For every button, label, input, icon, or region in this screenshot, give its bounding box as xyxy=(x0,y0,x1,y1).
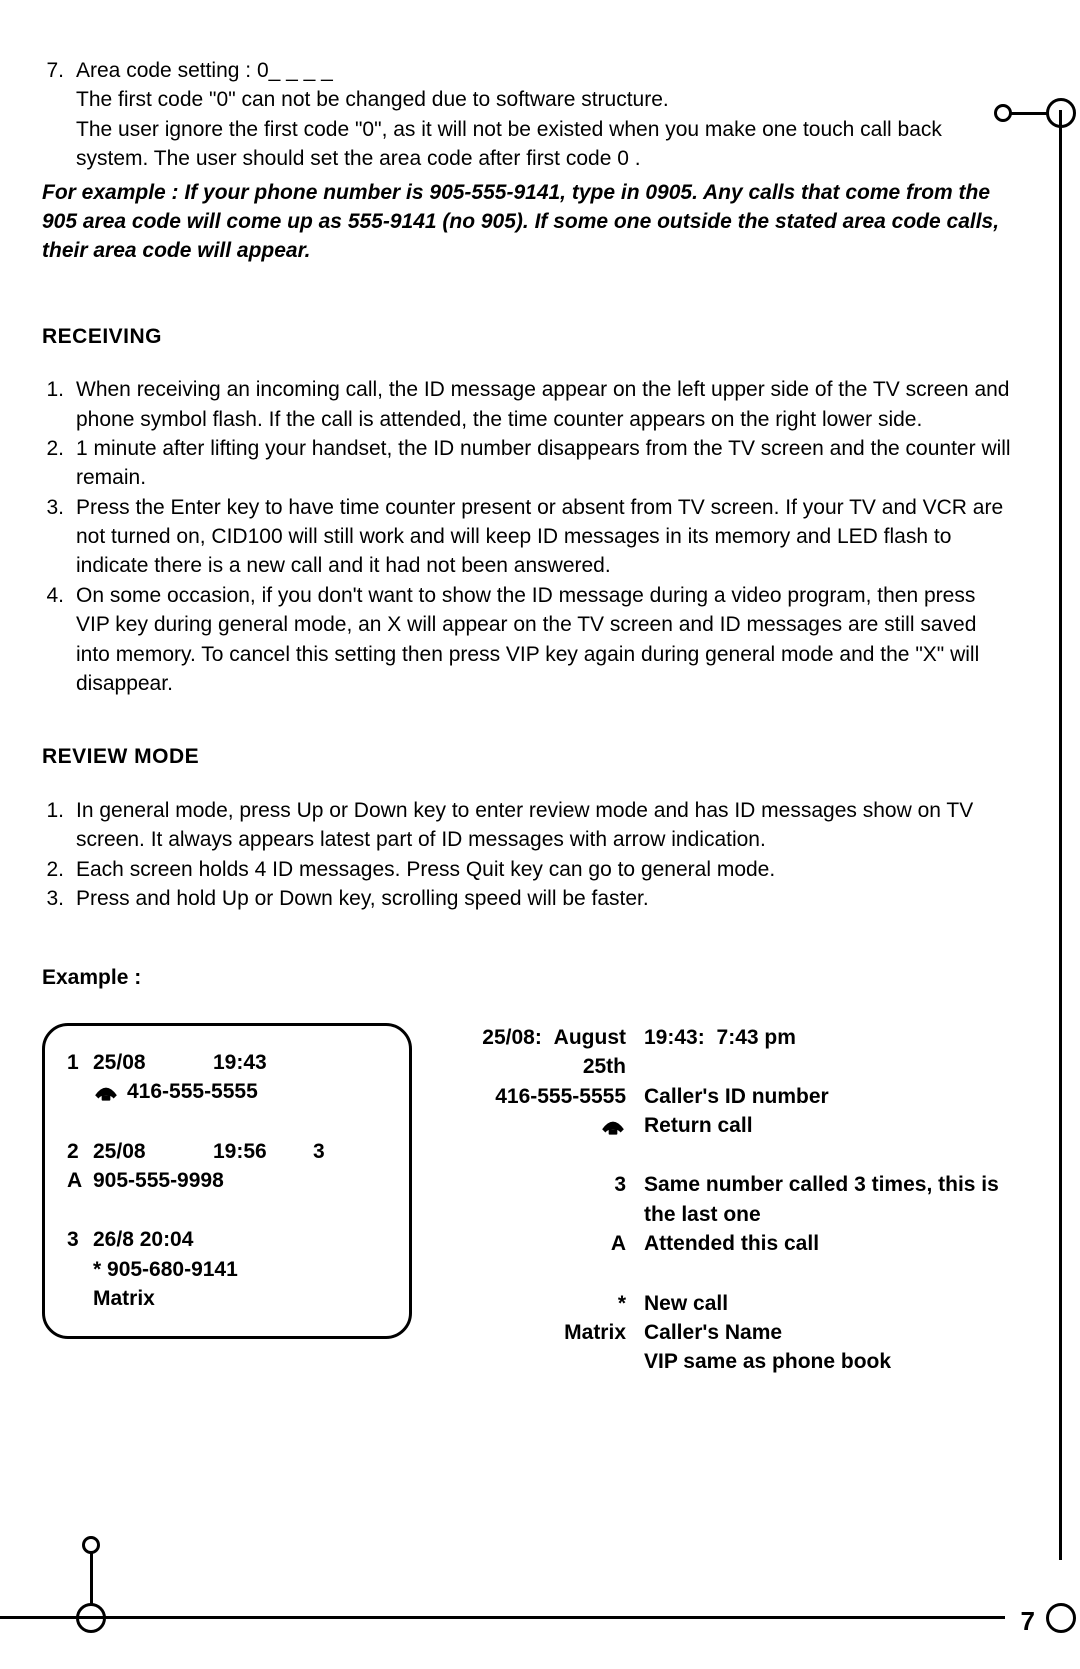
list-body: Press and hold Up or Down key, scrolling… xyxy=(76,884,1012,913)
entry-phone: 905-680-9141 xyxy=(107,1255,238,1284)
decor-circle xyxy=(82,1536,100,1554)
entry-date: 25/08 xyxy=(93,1137,213,1166)
receiving-item: 3. Press the Enter key to have time coun… xyxy=(42,493,1012,581)
area-code-line1: Area code setting : 0_ _ _ _ xyxy=(76,56,1012,85)
entry-index: 2 xyxy=(67,1137,93,1166)
list-number: 1. xyxy=(42,796,76,855)
entry-phone: 905-555-9998 xyxy=(93,1166,224,1195)
page-number: 7 xyxy=(1021,1606,1035,1637)
legend-val-text: 7:43 pm xyxy=(711,1026,796,1049)
entry-name: Matrix xyxy=(93,1284,155,1313)
entry-star: * xyxy=(93,1255,107,1284)
screen-entry: 1 25/08 19:43 416-555-5555 xyxy=(67,1048,387,1107)
entry-count xyxy=(313,1048,333,1077)
area-code-item: 7. Area code setting : 0_ _ _ _ The firs… xyxy=(42,56,1012,174)
list-number: 3. xyxy=(42,493,76,581)
list-body: Press the Enter key to have time counter… xyxy=(76,493,1012,581)
legend-key: A xyxy=(454,1229,644,1258)
entry-time: 19:56 xyxy=(213,1137,313,1166)
spacer xyxy=(67,1284,93,1313)
receiving-item: 4. On some occasion, if you don't want t… xyxy=(42,581,1012,699)
legend-val: VIP same as phone book xyxy=(644,1347,1012,1376)
review-item: 1. In general mode, press Up or Down key… xyxy=(42,796,1012,855)
legend-group: 3 Same number called 3 times, this is th… xyxy=(454,1170,1012,1258)
list-body: On some occasion, if you don't want to s… xyxy=(76,581,1012,699)
example-label: Example : xyxy=(42,963,1012,992)
spacer xyxy=(67,1255,93,1284)
example-row: 1 25/08 19:43 416-555-5555 xyxy=(42,1023,1012,1407)
entry-phone: 416-555-5555 xyxy=(127,1077,258,1106)
list-number: 2. xyxy=(42,855,76,884)
legend-val: New call xyxy=(644,1289,1012,1318)
area-code-line2: The first code "0" can not be changed du… xyxy=(76,85,1012,114)
receiving-item: 2. 1 minute after lifting your handset, … xyxy=(42,434,1012,493)
list-number: 3. xyxy=(42,884,76,913)
list-body: 1 minute after lifting your handset, the… xyxy=(76,434,1012,493)
legend-group: 25/08: August 25th 19:43: 7:43 pm 416-55… xyxy=(454,1023,1012,1141)
legend-key: * xyxy=(454,1289,644,1318)
legend: 25/08: August 25th 19:43: 7:43 pm 416-55… xyxy=(454,1023,1012,1407)
entry-date: 25/08 xyxy=(93,1048,213,1077)
review-item: 3. Press and hold Up or Down key, scroll… xyxy=(42,884,1012,913)
entry-date: 26/8 20:04 xyxy=(93,1225,193,1254)
legend-group: * New call Matrix Caller's Name VIP same… xyxy=(454,1289,1012,1377)
legend-key-text: 25/08: xyxy=(482,1026,542,1049)
legend-val: 19:43: 7:43 pm xyxy=(644,1023,1012,1082)
legend-key: 25/08: August 25th xyxy=(454,1023,644,1082)
phone-icon xyxy=(600,1116,626,1136)
example-note: For example : If your phone number is 90… xyxy=(42,178,1012,266)
list-number: 2. xyxy=(42,434,76,493)
list-body: In general mode, press Up or Down key to… xyxy=(76,796,1012,855)
page-content: 7. Area code setting : 0_ _ _ _ The firs… xyxy=(42,56,1012,1407)
legend-key xyxy=(454,1111,644,1140)
entry-sub: A xyxy=(67,1166,93,1195)
screen-entry: 3 26/8 20:04 * 905-680-9141 Matrix xyxy=(67,1225,387,1313)
review-item: 2. Each screen holds 4 ID messages. Pres… xyxy=(42,855,1012,884)
legend-key xyxy=(454,1347,644,1376)
review-heading: REVIEW MODE xyxy=(42,742,1012,771)
list-body: Area code setting : 0_ _ _ _ The first c… xyxy=(76,56,1012,174)
legend-key: Matrix xyxy=(454,1318,644,1347)
legend-val: Caller's Name xyxy=(644,1318,1012,1347)
entry-index: 1 xyxy=(67,1048,93,1077)
screen-entry: 2 25/08 19:56 3 A 905-555-9998 xyxy=(67,1137,387,1196)
screen-box: 1 25/08 19:43 416-555-5555 xyxy=(42,1023,412,1339)
legend-val: Attended this call xyxy=(644,1229,1012,1258)
entry-count: 3 xyxy=(313,1137,333,1166)
page-frame: 7. Area code setting : 0_ _ _ _ The firs… xyxy=(0,0,1080,1669)
list-body: Each screen holds 4 ID messages. Press Q… xyxy=(76,855,1012,884)
legend-key: 3 xyxy=(454,1170,644,1229)
receiving-item: 1. When receiving an incoming call, the … xyxy=(42,375,1012,434)
entry-time: 19:43 xyxy=(213,1048,313,1077)
legend-val-text: August 25th xyxy=(548,1026,626,1078)
entry-index: 3 xyxy=(67,1225,93,1254)
list-number: 1. xyxy=(42,375,76,434)
decor-circle xyxy=(1046,1603,1076,1633)
legend-val: Same number called 3 times, this is the … xyxy=(644,1170,1012,1229)
receiving-heading: RECEIVING xyxy=(42,322,1012,351)
area-code-line3: The user ignore the first code "0", as i… xyxy=(76,115,1012,174)
page-border-right xyxy=(1059,110,1062,1560)
legend-key: 416-555-5555 xyxy=(454,1082,644,1111)
list-number: 7. xyxy=(42,56,76,174)
phone-icon xyxy=(93,1082,119,1102)
list-body: When receiving an incoming call, the ID … xyxy=(76,375,1012,434)
page-border-bottom xyxy=(0,1616,1005,1619)
legend-key-text: 19:43: xyxy=(644,1026,705,1049)
legend-val: Return call xyxy=(644,1111,1012,1140)
list-number: 4. xyxy=(42,581,76,699)
legend-val: Caller's ID number xyxy=(644,1082,1012,1111)
